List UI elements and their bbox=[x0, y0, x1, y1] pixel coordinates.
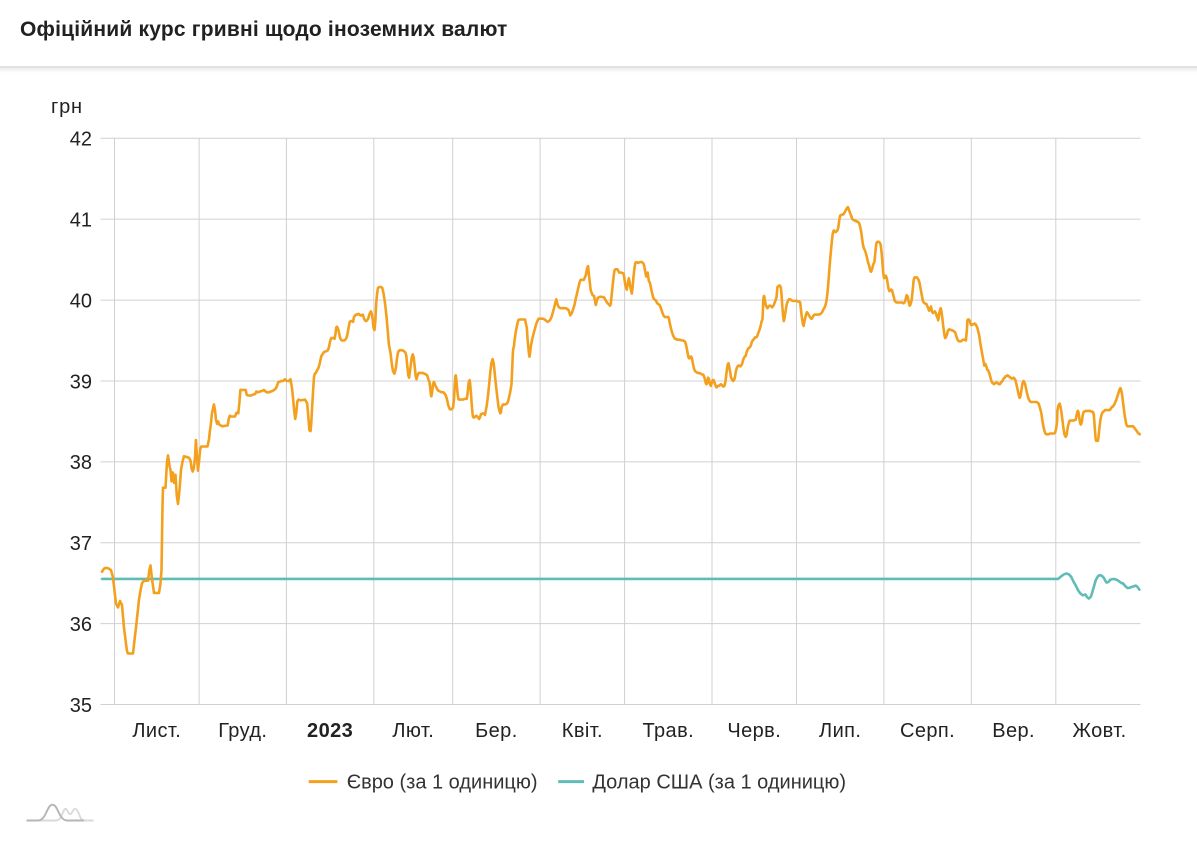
svg-text:Лист.: Лист. bbox=[132, 720, 181, 742]
svg-text:Лют.: Лют. bbox=[392, 720, 434, 742]
svg-text:Євро (за 1 одиницю): Євро (за 1 одиницю) bbox=[347, 772, 538, 794]
svg-text:39: 39 bbox=[70, 371, 92, 393]
svg-text:37: 37 bbox=[70, 533, 92, 555]
svg-text:Квіт.: Квіт. bbox=[562, 720, 603, 742]
svg-text:Серп.: Серп. bbox=[900, 720, 955, 742]
svg-text:грн: грн bbox=[51, 96, 83, 118]
svg-text:Трав.: Трав. bbox=[643, 720, 695, 742]
svg-text:Вер.: Вер. bbox=[992, 720, 1035, 742]
svg-text:Груд.: Груд. bbox=[218, 720, 267, 742]
svg-text:Долар США (за 1 одиницю): Долар США (за 1 одиницю) bbox=[592, 772, 846, 794]
svg-text:2023: 2023 bbox=[307, 720, 353, 742]
svg-text:42: 42 bbox=[70, 129, 92, 151]
svg-text:40: 40 bbox=[70, 290, 92, 312]
svg-text:Бер.: Бер. bbox=[475, 720, 518, 742]
svg-text:41: 41 bbox=[70, 210, 92, 232]
svg-text:Жовт.: Жовт. bbox=[1072, 720, 1126, 742]
svg-text:Лип.: Лип. bbox=[819, 720, 861, 742]
svg-text:36: 36 bbox=[70, 614, 92, 636]
svg-text:35: 35 bbox=[70, 695, 92, 717]
svg-text:Черв.: Черв. bbox=[727, 720, 781, 742]
svg-text:38: 38 bbox=[70, 452, 92, 474]
